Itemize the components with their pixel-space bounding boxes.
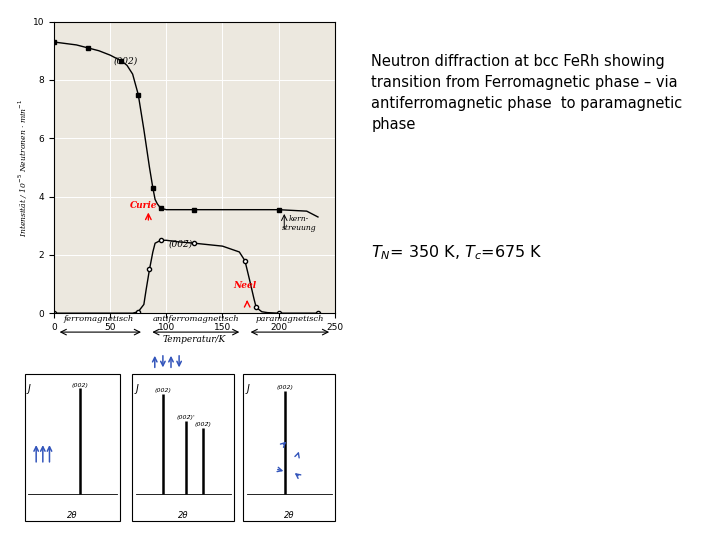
Bar <box>24 374 120 521</box>
X-axis label: Temperatur/K: Temperatur/K <box>163 335 226 343</box>
Text: Neutron diffraction at bcc FeRh showing
transition from Ferromagnetic phase – vi: Neutron diffraction at bcc FeRh showing … <box>372 54 683 132</box>
Text: antiferromagnetisch: antiferromagnetisch <box>153 315 239 322</box>
Text: (002̅): (002̅) <box>195 422 212 427</box>
Text: (002): (002) <box>71 382 89 388</box>
Text: ferromagnetisch: ferromagnetisch <box>64 315 134 322</box>
Text: J: J <box>246 384 249 394</box>
Text: kern-
streuung: kern- streuung <box>282 215 316 232</box>
Text: (002̅)': (002̅)' <box>177 415 196 420</box>
Text: (002̅): (002̅) <box>168 239 193 248</box>
Text: J: J <box>135 384 138 394</box>
Text: 2θ: 2θ <box>284 511 294 519</box>
Text: Curie: Curie <box>130 201 158 210</box>
Bar <box>243 374 336 521</box>
Text: 2θ: 2θ <box>178 511 189 519</box>
Text: 2θ: 2θ <box>67 511 78 519</box>
Text: (002): (002) <box>154 388 171 393</box>
Bar <box>132 374 234 521</box>
Text: J: J <box>28 384 31 394</box>
Text: Neel: Neel <box>233 281 256 291</box>
Text: $T_{N}$= 350 K, $T_{c}$=675 K: $T_{N}$= 350 K, $T_{c}$=675 K <box>372 243 543 262</box>
Y-axis label: Intensität / 10$^{-5}$ Neutronen · min$^{-1}$: Intensität / 10$^{-5}$ Neutronen · min$^… <box>17 98 30 237</box>
Text: paramagnetisch: paramagnetisch <box>256 315 324 322</box>
Text: (002): (002) <box>114 57 138 66</box>
Text: (002): (002) <box>276 386 293 390</box>
